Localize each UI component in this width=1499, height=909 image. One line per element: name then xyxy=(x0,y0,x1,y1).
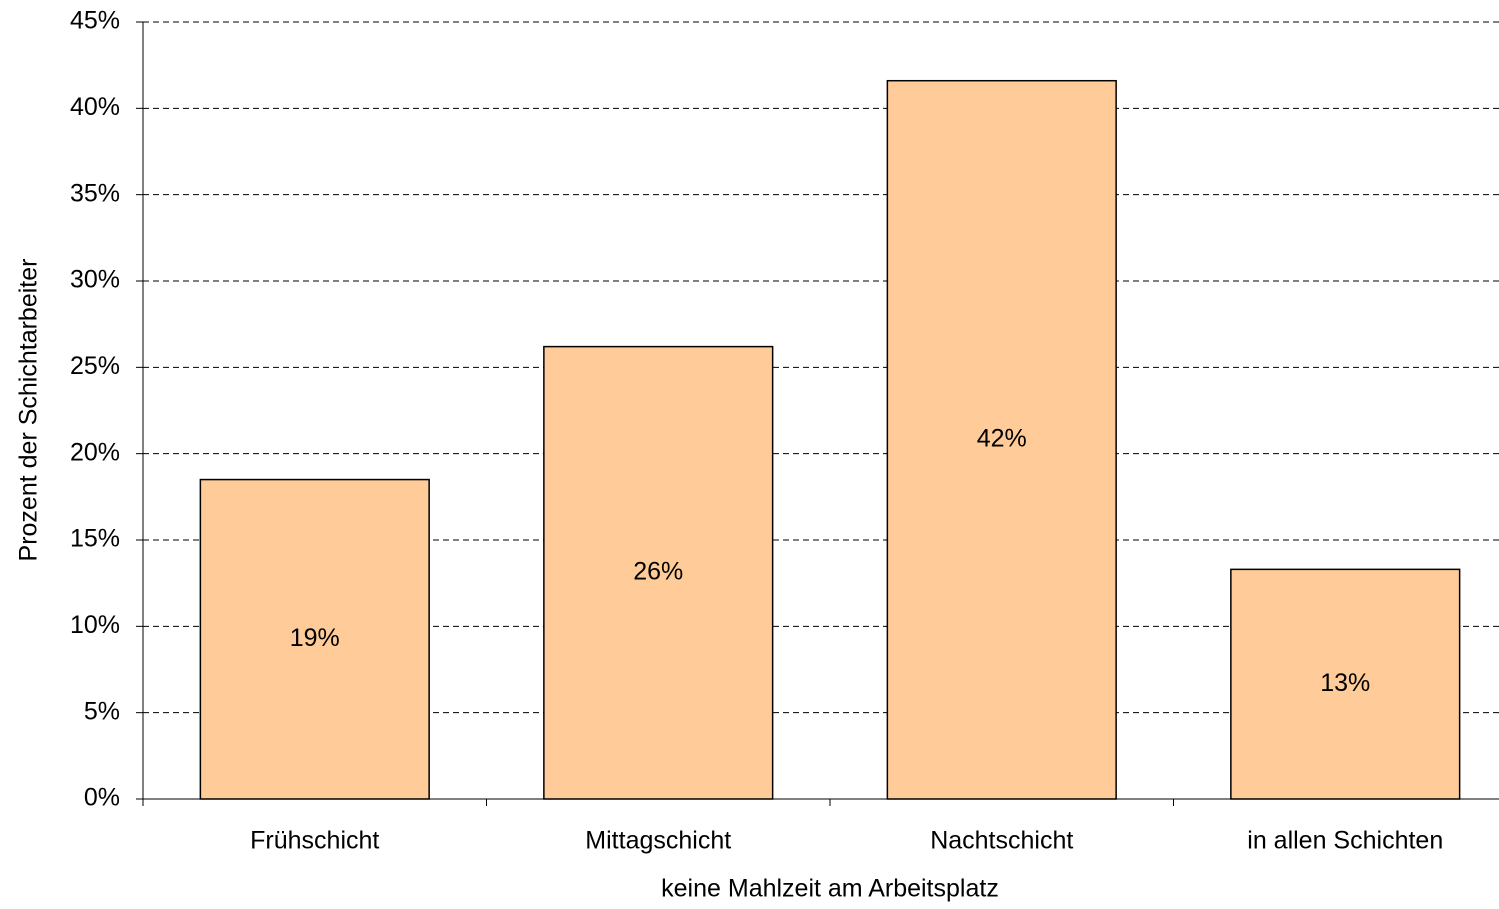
bar xyxy=(199,478,430,800)
y-tick-label: 15% xyxy=(70,525,120,553)
y-tick-label: 5% xyxy=(84,697,120,725)
y-axis-label: Prozent der Schichtarbeiter xyxy=(15,259,43,562)
bar xyxy=(1230,568,1461,800)
bar xyxy=(543,345,774,800)
y-tick-label: 30% xyxy=(70,266,120,294)
data-label: 13% xyxy=(1320,669,1370,697)
x-tick-label: in allen Schichten xyxy=(1247,827,1443,855)
y-tick-label: 35% xyxy=(70,179,120,207)
x-tick-label: Frühschicht xyxy=(250,827,379,855)
y-tick-label: 25% xyxy=(70,352,120,380)
y-tick-label: 0% xyxy=(84,784,120,812)
y-tick-label: 40% xyxy=(70,93,120,121)
x-tick-label: Mittagschicht xyxy=(585,827,731,855)
y-tick-label: 20% xyxy=(70,438,120,466)
data-label: 19% xyxy=(290,624,340,652)
data-label: 26% xyxy=(633,557,683,585)
x-axis-label: keine Mahlzeit am Arbeitsplatz xyxy=(661,875,999,903)
y-tick-label: 45% xyxy=(70,7,120,35)
y-tick-label: 10% xyxy=(70,611,120,639)
data-label: 42% xyxy=(977,424,1027,452)
x-tick-label: Nachtschicht xyxy=(930,827,1073,855)
bar xyxy=(886,79,1117,800)
